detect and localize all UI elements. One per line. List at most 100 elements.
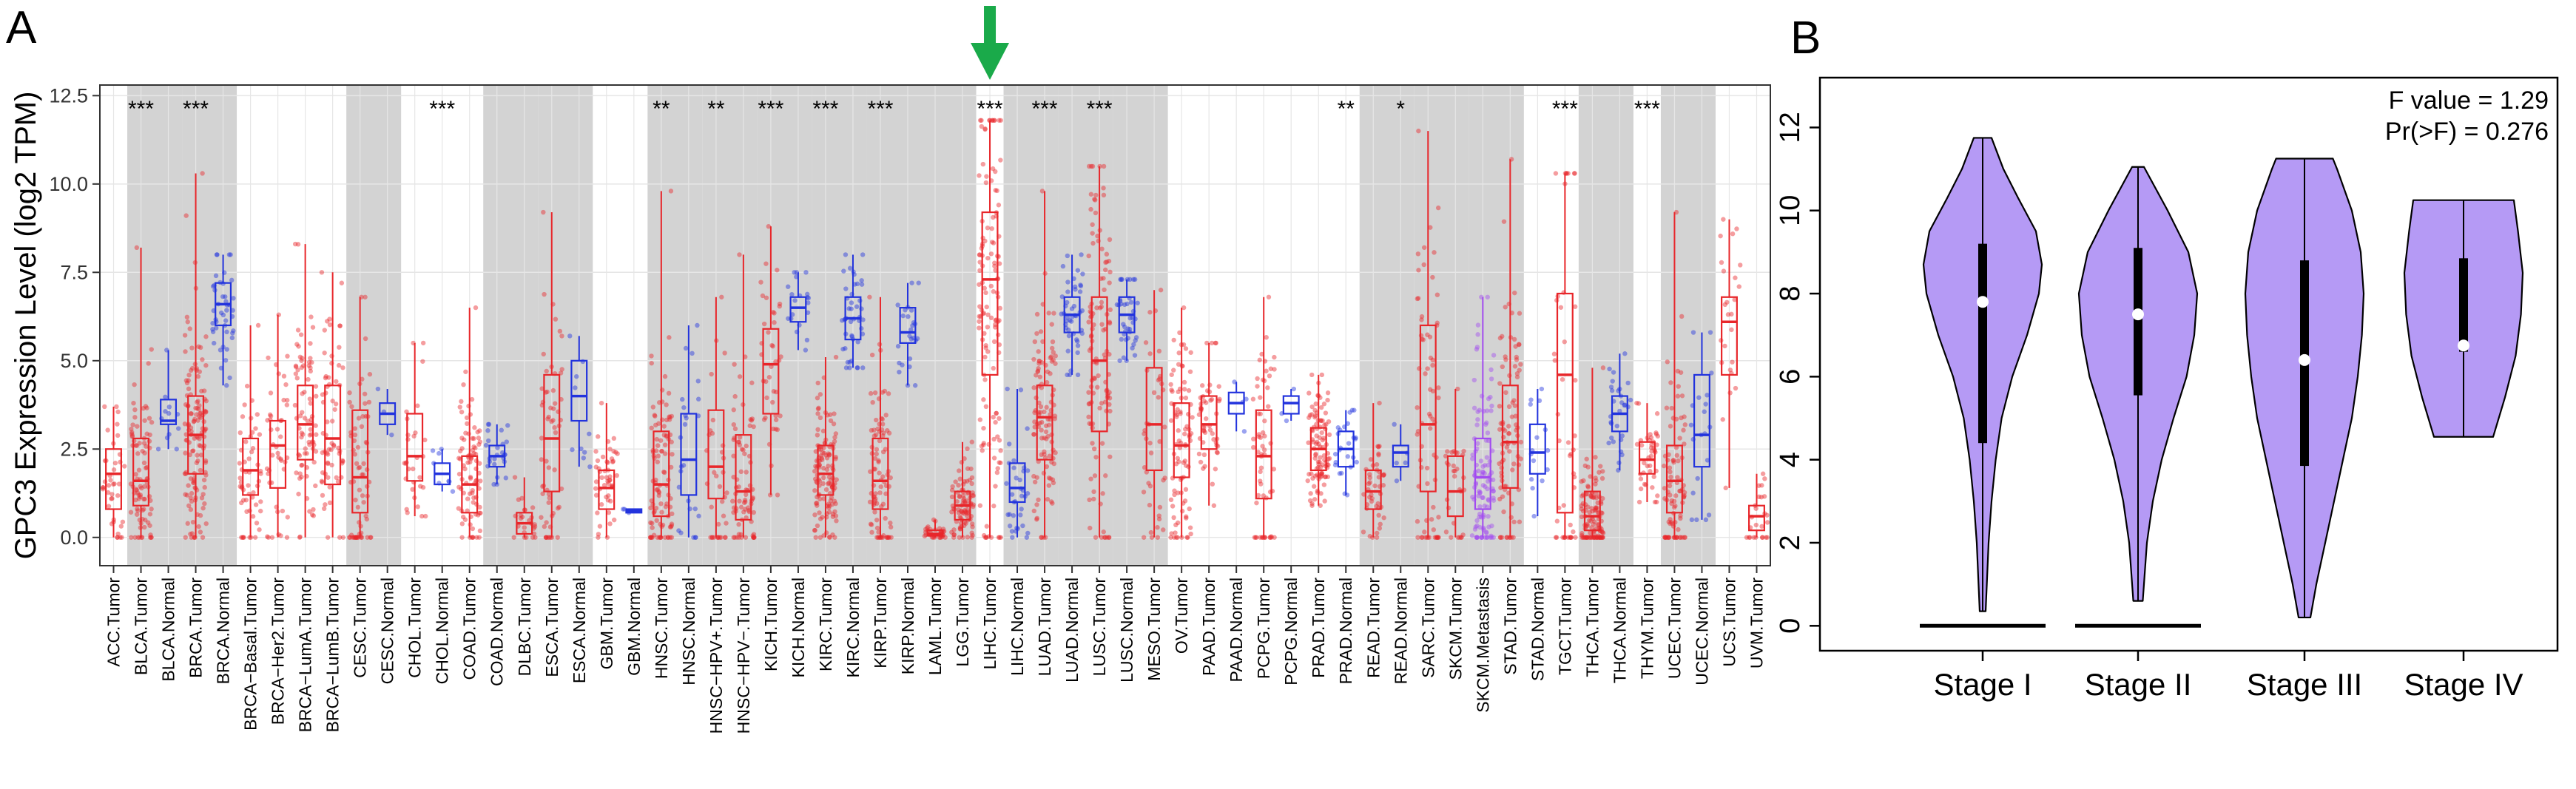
data-point [1103, 260, 1108, 265]
data-point [653, 413, 658, 419]
data-point [747, 423, 752, 428]
data-point [650, 521, 655, 526]
data-point [1262, 419, 1267, 424]
x-tick-label: LAML.Tumor [925, 578, 945, 675]
data-point [1517, 311, 1523, 316]
data-point [970, 524, 975, 529]
data-point [897, 360, 902, 366]
data-point [1039, 427, 1044, 433]
data-point [142, 484, 147, 489]
data-point [609, 456, 615, 461]
data-point [544, 389, 550, 395]
data-point [659, 449, 664, 454]
data-point [957, 514, 962, 520]
data-point [883, 447, 889, 452]
data-point [1730, 231, 1736, 237]
data-point [1172, 488, 1177, 493]
data-point [278, 533, 283, 538]
data-point [135, 424, 140, 429]
significance-mark: ** [707, 97, 725, 121]
data-point [456, 484, 462, 490]
data-point [1009, 492, 1015, 497]
data-point [1143, 340, 1149, 345]
data-point [991, 456, 997, 461]
data-point [990, 166, 996, 172]
data-point [1424, 465, 1430, 471]
data-point [1506, 404, 1512, 410]
data-point [1133, 335, 1139, 340]
data-point [1148, 450, 1154, 456]
data-point [1103, 473, 1108, 478]
data-point [1090, 163, 1096, 169]
data-point [658, 501, 664, 507]
data-point [359, 424, 365, 430]
data-point [834, 477, 839, 482]
data-point [1497, 427, 1503, 432]
data-point [300, 410, 305, 415]
data-point [250, 446, 256, 451]
data-point [246, 483, 251, 488]
data-point [541, 209, 546, 215]
data-point [203, 409, 209, 414]
data-point [132, 382, 137, 387]
data-point [1181, 387, 1187, 392]
data-point [1306, 390, 1312, 396]
data-point [736, 439, 742, 445]
data-point [266, 535, 271, 540]
data-point [1611, 370, 1616, 375]
data-point [132, 407, 138, 413]
data-point [1004, 481, 1009, 487]
data-point [417, 475, 422, 480]
data-point [548, 405, 553, 410]
data-point [1174, 414, 1179, 419]
data-point [573, 385, 578, 390]
data-point [1594, 495, 1599, 501]
data-point [183, 402, 189, 407]
data-point [143, 518, 148, 523]
data-point [1087, 497, 1092, 503]
x-tick-label: BRCA.Normal [214, 578, 233, 684]
data-point [1415, 535, 1420, 540]
data-point [654, 436, 660, 442]
data-point [1208, 398, 1213, 403]
data-point [885, 535, 890, 540]
data-point [1171, 337, 1176, 343]
data-point [190, 448, 195, 454]
data-point [109, 496, 114, 501]
data-point [815, 433, 820, 438]
data-point [1272, 535, 1277, 540]
data-point [1068, 319, 1074, 324]
data-point [1324, 421, 1329, 427]
y-tick-label-b: 4 [1775, 452, 1806, 467]
data-point [1609, 388, 1615, 393]
data-point [982, 126, 988, 132]
data-point [818, 447, 823, 452]
data-point [1370, 535, 1375, 540]
data-point [111, 467, 117, 473]
data-point [1512, 364, 1518, 369]
data-point [183, 492, 188, 497]
data-point [965, 498, 970, 504]
data-point [155, 447, 161, 452]
data-point [982, 377, 988, 382]
data-point [878, 484, 883, 490]
data-point [1554, 518, 1560, 524]
data-point [1107, 408, 1113, 414]
data-point [872, 498, 878, 504]
data-point [1181, 305, 1187, 311]
x-tick-label: KICH.Tumor [761, 578, 780, 671]
data-point [1176, 389, 1181, 395]
data-point [1760, 535, 1765, 540]
data-point [1091, 489, 1096, 495]
data-point [1213, 340, 1218, 346]
data-point [186, 372, 192, 378]
shade-band [647, 85, 703, 566]
data-point [876, 458, 881, 464]
data-point [724, 521, 729, 526]
data-point [1403, 460, 1408, 466]
data-point [464, 415, 470, 421]
data-point [880, 474, 886, 479]
data-point [1449, 450, 1454, 455]
data-point [1312, 415, 1318, 420]
data-point [516, 497, 522, 502]
